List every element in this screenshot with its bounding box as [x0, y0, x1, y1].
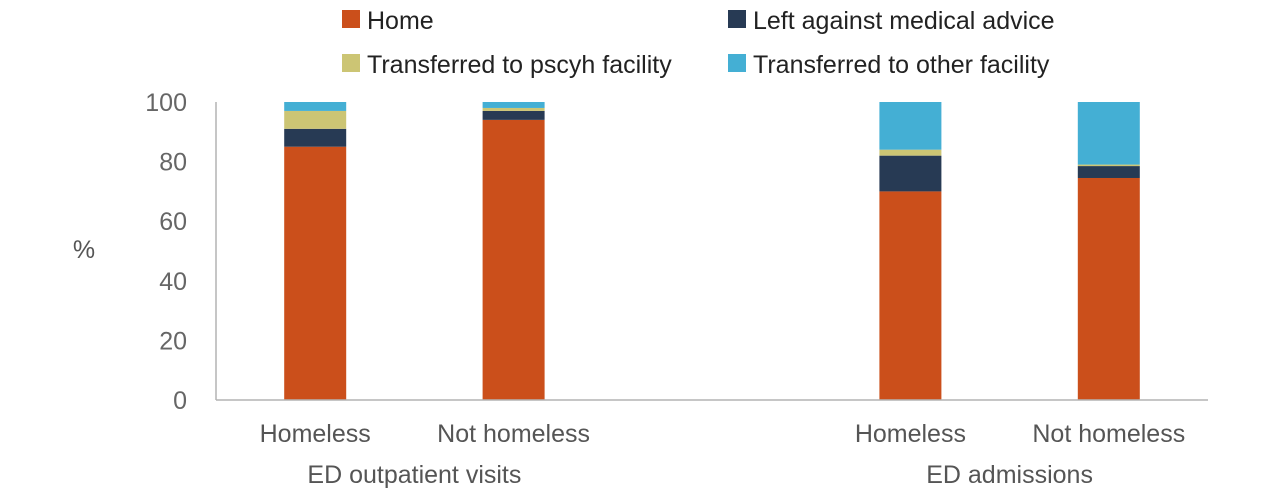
y-tick-label: 40 — [159, 268, 187, 296]
legend-label: Transferred to pscyh facility — [367, 51, 672, 79]
bar-segment-transferred-to-other-facility — [482, 102, 545, 108]
bar-segment-transferred-to-pscyh-facility — [482, 107, 545, 111]
bar-segment-home — [1077, 177, 1140, 400]
bar-segment-transferred-to-other-facility — [879, 102, 942, 150]
legend-item: Left against medical advice — [728, 7, 1055, 35]
legend-swatch — [728, 10, 746, 28]
bar-segment-home — [284, 146, 347, 400]
y-tick-label: 80 — [159, 149, 187, 177]
y-tick-label: 20 — [159, 327, 187, 355]
y-axis-label: % — [73, 236, 95, 264]
x-tick-label: Homeless — [260, 420, 371, 448]
x-tick-label: Homeless — [855, 420, 966, 448]
legend-swatch — [342, 10, 360, 28]
legend: Home Left against medical advice Transferr… — [342, 7, 1055, 79]
bar-segment-transferred-to-pscyh-facility — [1077, 164, 1140, 167]
bar-segment-transferred-to-pscyh-facility — [879, 149, 942, 156]
bar-segment-left-against-medical-advice — [1077, 166, 1140, 178]
legend-item: Home — [342, 7, 434, 35]
group-label: ED outpatient visits — [307, 461, 521, 489]
group-label: ED admissions — [926, 461, 1093, 489]
legend-swatch — [342, 54, 360, 72]
legend-label: Transferred to other facility — [753, 51, 1050, 79]
y-axis: 0 20 40 60 80 100 — [145, 89, 217, 415]
x-tick-label: Not homeless — [1032, 420, 1185, 448]
bar-segment-transferred-to-other-facility — [1077, 102, 1140, 165]
y-tick-label: 100 — [145, 89, 187, 117]
legend-label: Home — [367, 7, 434, 35]
x-axis: Homeless Not homeless Homeless Not homeless… — [216, 399, 1208, 489]
legend-label: Left against medical advice — [753, 7, 1055, 35]
bar-segment-left-against-medical-advice — [482, 110, 545, 120]
bar-segment-home — [482, 119, 545, 400]
bar-segment-transferred-to-other-facility — [284, 102, 347, 111]
bar-segment-left-against-medical-advice — [284, 128, 347, 147]
legend-item: Transferred to pscyh facility — [342, 51, 672, 79]
bar-segment-transferred-to-pscyh-facility — [284, 110, 347, 129]
legend-swatch — [728, 54, 746, 72]
y-tick-label: 0 — [173, 387, 187, 415]
bar-segment-left-against-medical-advice — [879, 155, 942, 192]
y-tick-label: 60 — [159, 208, 187, 236]
bar-segment-home — [879, 191, 942, 400]
bars — [284, 102, 1140, 400]
legend-item: Transferred to other facility — [728, 51, 1050, 79]
x-tick-label: Not homeless — [437, 420, 590, 448]
